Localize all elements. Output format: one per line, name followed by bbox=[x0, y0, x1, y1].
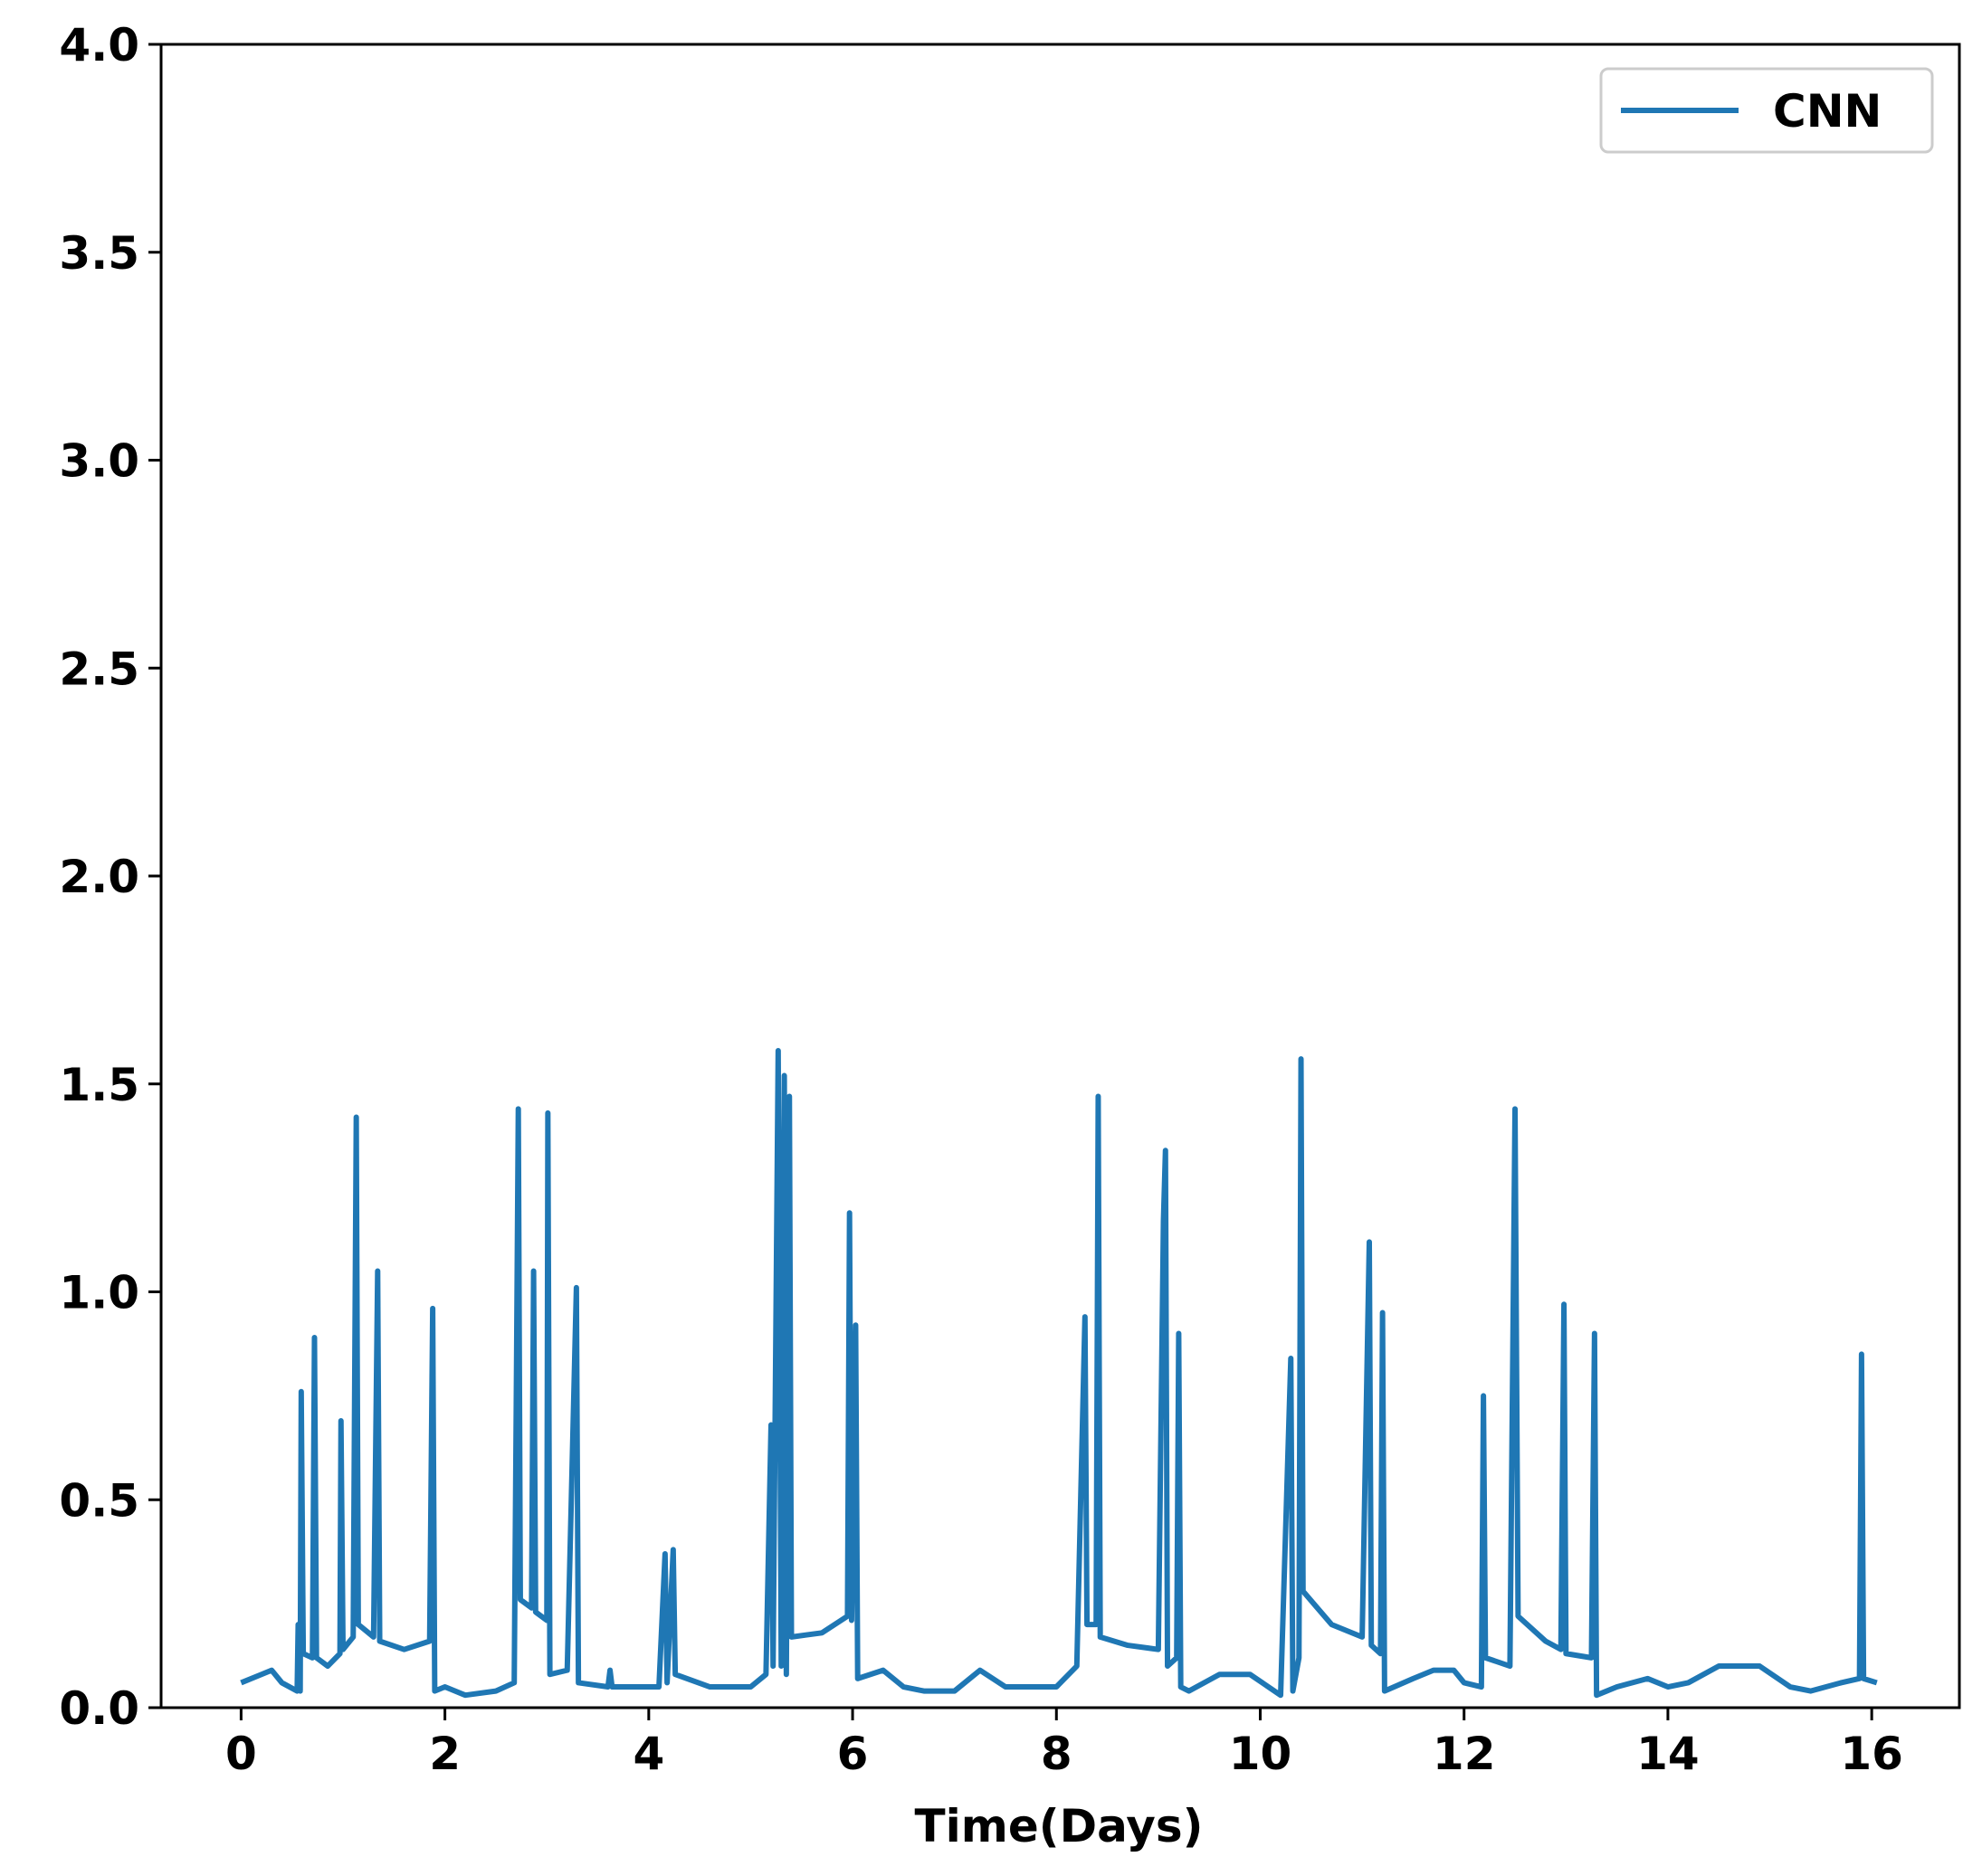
x-tick-label: 0 bbox=[225, 1728, 257, 1780]
x-tick-label: 12 bbox=[1433, 1728, 1496, 1780]
y-tick-label: 4.0 bbox=[59, 19, 139, 71]
legend-label: CNN bbox=[1773, 85, 1882, 138]
x-tick-label: 2 bbox=[429, 1728, 461, 1780]
y-tick-label: 2.5 bbox=[59, 643, 139, 695]
x-tick-label: 14 bbox=[1636, 1728, 1700, 1780]
y-tick-label: 1.5 bbox=[59, 1059, 139, 1111]
y-tick-label: 0.0 bbox=[59, 1682, 139, 1735]
x-tick-label: 4 bbox=[633, 1728, 664, 1780]
x-tick-label: 10 bbox=[1229, 1728, 1292, 1780]
plot-frame bbox=[159, 43, 1961, 1709]
data-line bbox=[240, 1047, 1878, 1699]
y-tick-label: 3.5 bbox=[59, 227, 139, 280]
y-tick-label: 3.0 bbox=[59, 435, 139, 488]
y-tick-label: 1.0 bbox=[59, 1267, 139, 1319]
y-tick-label: 2.0 bbox=[59, 851, 139, 903]
x-tick-label: 8 bbox=[1041, 1728, 1072, 1780]
x-tick-label: 16 bbox=[1840, 1728, 1903, 1780]
legend-box bbox=[1599, 67, 1934, 154]
y-tick-label: 0.5 bbox=[59, 1474, 139, 1527]
x-axis-label: Time(Days) bbox=[914, 1800, 1203, 1852]
x-tick-label: 6 bbox=[837, 1728, 869, 1780]
